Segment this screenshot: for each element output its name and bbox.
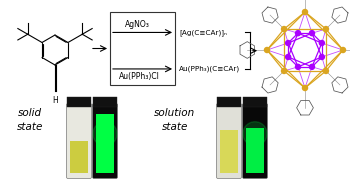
Bar [93, 97, 117, 107]
Circle shape [93, 122, 117, 146]
Bar [96, 114, 114, 173]
Text: solid
state: solid state [17, 108, 43, 132]
Circle shape [302, 85, 308, 91]
Circle shape [309, 64, 315, 70]
Circle shape [323, 68, 329, 74]
Circle shape [281, 26, 287, 32]
Circle shape [323, 26, 329, 32]
Bar [243, 97, 267, 107]
FancyBboxPatch shape [66, 104, 91, 178]
Bar [217, 97, 241, 107]
Text: AgNO₃: AgNO₃ [125, 20, 150, 29]
Bar [220, 130, 238, 173]
FancyBboxPatch shape [243, 104, 267, 178]
Circle shape [295, 30, 301, 36]
Circle shape [318, 40, 325, 46]
Circle shape [295, 64, 301, 70]
Circle shape [340, 47, 346, 53]
Text: [Ag(C≡CAr)]ₙ: [Ag(C≡CAr)]ₙ [179, 29, 227, 36]
Bar [110, 12, 175, 85]
Circle shape [243, 122, 267, 146]
Text: Au(PPh₃)(C≡CAr): Au(PPh₃)(C≡CAr) [179, 66, 240, 72]
Bar [67, 97, 91, 107]
FancyBboxPatch shape [217, 104, 242, 178]
Circle shape [285, 54, 292, 60]
Bar [70, 141, 88, 173]
Text: H: H [52, 96, 58, 105]
Text: Au(PPh₃)Cl: Au(PPh₃)Cl [119, 72, 160, 81]
Circle shape [281, 68, 287, 74]
Text: solution
state: solution state [154, 108, 196, 132]
Circle shape [285, 40, 292, 46]
Circle shape [318, 54, 325, 60]
Bar [246, 128, 264, 173]
Circle shape [309, 30, 315, 36]
FancyBboxPatch shape [92, 104, 118, 178]
Circle shape [302, 9, 308, 15]
Circle shape [264, 47, 270, 53]
